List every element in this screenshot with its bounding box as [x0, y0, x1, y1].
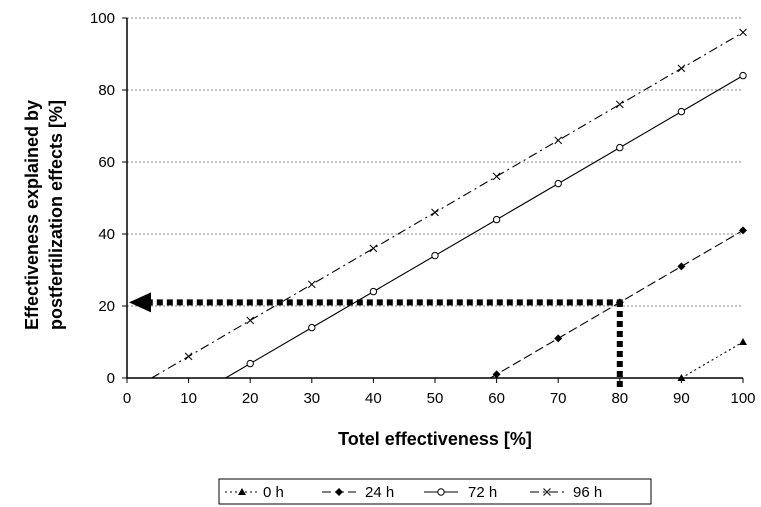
tick-labels: 0 10 20 30 40 50 60 70 80 90 100 0 20 40 60 80 100	[90, 10, 756, 407]
legend-marker	[335, 488, 343, 496]
x-tick-label: 100	[730, 390, 755, 407]
y-tick-label: 80	[98, 82, 115, 99]
y-tick-label: 40	[98, 226, 115, 243]
data-point	[492, 172, 501, 181]
data-point	[739, 338, 747, 345]
x-tick-label: 10	[180, 390, 197, 407]
data-point	[677, 64, 686, 73]
series-layer	[151, 28, 747, 381]
series-line	[151, 31, 744, 379]
grid	[127, 17, 743, 307]
y-tick-label: 100	[90, 10, 115, 27]
data-point	[431, 208, 439, 217]
series-line	[681, 341, 744, 379]
x-tick-label: 40	[365, 390, 382, 407]
series-72-h	[225, 71, 747, 379]
data-point	[554, 179, 562, 188]
x-tick-label: 90	[673, 390, 690, 407]
legend-label: 24 h	[365, 484, 394, 501]
legend-marker	[238, 488, 246, 495]
legend-label: 0 h	[263, 484, 284, 501]
legend-item: 24 h	[322, 484, 394, 501]
data-point	[739, 226, 747, 235]
legend-label: 96 h	[573, 484, 602, 501]
axes	[122, 17, 744, 383]
x-tick-label: 0	[123, 390, 131, 407]
legend-item: 72 h	[424, 484, 497, 501]
series-0-h	[677, 338, 747, 381]
data-point	[308, 323, 316, 332]
y-tick-label: 60	[98, 154, 115, 171]
y-tick-label: 0	[107, 370, 115, 387]
legend-marker	[437, 488, 445, 496]
y-tick-label: 20	[98, 298, 115, 315]
series-line	[225, 75, 744, 379]
data-point	[554, 334, 563, 343]
x-tick-label: 20	[242, 390, 259, 407]
y-axis-title-line-1: Effectiveness explained by	[22, 100, 42, 330]
legend-marker	[543, 488, 551, 496]
annotation-arrowhead	[129, 292, 151, 313]
data-point	[246, 359, 254, 368]
series-24-h	[490, 226, 747, 379]
data-point	[554, 136, 563, 145]
y-axis-title-line-2: postfertilization effects [%]	[46, 100, 66, 330]
legend-item: 96 h	[530, 484, 602, 501]
y-axis-title: postfertilization effects [%]	[46, 100, 66, 330]
data-point	[246, 316, 255, 325]
series-96-h	[151, 28, 747, 379]
data-point	[677, 107, 686, 116]
y-axis-title: Effectiveness explained by	[22, 100, 42, 330]
data-point	[615, 100, 624, 109]
data-point	[431, 251, 439, 260]
legend-item: 0 h	[225, 484, 284, 501]
x-tick-label: 30	[303, 390, 320, 407]
data-point	[184, 352, 193, 361]
data-point	[677, 374, 686, 381]
x-tick-label: 60	[488, 390, 505, 407]
data-point	[739, 28, 747, 37]
x-tick-label: 80	[611, 390, 628, 407]
annotation-layer	[129, 292, 623, 387]
x-tick-label: 70	[550, 390, 567, 407]
x-axis-title: Totel effectiveness [%]	[338, 429, 532, 449]
data-point	[369, 287, 378, 296]
data-point	[616, 143, 624, 152]
legend: 0 h 24 h 72 h 96 h	[218, 478, 652, 505]
data-point	[677, 262, 686, 271]
data-point	[369, 244, 378, 253]
legend-label: 72 h	[468, 484, 497, 501]
data-point	[492, 215, 501, 224]
data-point	[492, 370, 501, 379]
x-tick-label: 50	[427, 390, 444, 407]
data-point	[307, 280, 316, 289]
data-point	[739, 71, 747, 80]
